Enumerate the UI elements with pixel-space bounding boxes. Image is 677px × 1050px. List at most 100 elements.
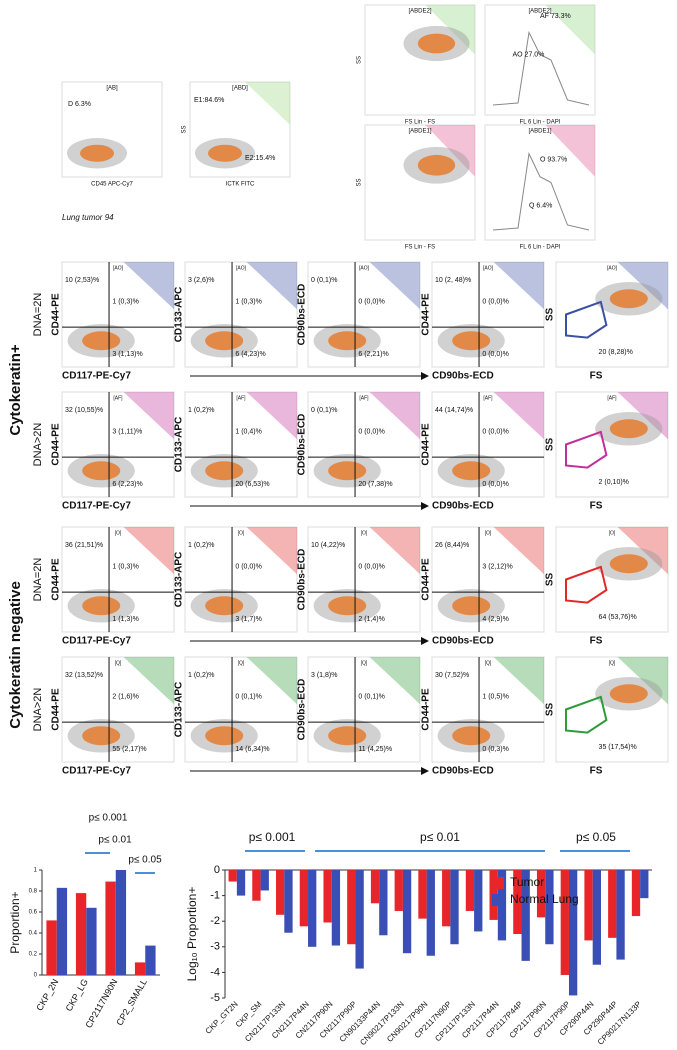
corner-shade (246, 527, 297, 575)
bar (236, 870, 246, 896)
gate-label: [Q] (361, 660, 368, 666)
quadrant-percent: 10 (2, 48)% (435, 277, 471, 284)
gate-label: [AF] (483, 395, 493, 401)
quadrant-percent: 1 (0,2)% (188, 542, 214, 549)
y-axis-label: SS (545, 573, 556, 587)
bar (616, 870, 625, 960)
events-dense (417, 33, 456, 54)
gate-label: [O] (609, 530, 616, 536)
y-axis-label: Proportion+ (8, 891, 22, 953)
significance: p≤ 0.01 (420, 830, 460, 844)
x-axis-label: CD90bs-ECD (432, 501, 494, 512)
corner-shade (617, 392, 668, 440)
gate-percent: O 93.7% (540, 156, 567, 163)
y-axis-label: SS (545, 703, 556, 717)
quadrant-percent: 3 (2,6)% (188, 277, 214, 284)
quadrant-percent: 1 (0,4)% (235, 429, 261, 436)
quadrant-percent: 0 (0,0)% (482, 351, 508, 358)
plot-frame (307, 656, 421, 763)
quadrant-percent: 6 (4,23)% (235, 351, 265, 358)
plot-frame (307, 261, 421, 368)
gate-percent: 2 (0,10)% (599, 479, 629, 486)
y-axis-label: CD90bs-ECD (297, 549, 308, 611)
plot-frame (189, 81, 291, 178)
bar (450, 870, 459, 945)
group-label: Cytokeratin+ (7, 344, 24, 436)
bar (134, 962, 146, 975)
bar (228, 870, 237, 882)
events-dense (82, 596, 121, 616)
bar (592, 870, 601, 965)
gate-label: [O] (115, 530, 122, 536)
events-dense (328, 726, 367, 746)
plot-frame (307, 391, 421, 498)
x-axis-label: CD45 APC-Cy7 (91, 182, 133, 188)
events-dense (205, 726, 244, 746)
y-tick-label: 0 (214, 864, 220, 876)
x-tick-label: CKP_LG (64, 977, 90, 1013)
events-dense (205, 461, 244, 481)
gate-percent: E2:15.4% (245, 155, 275, 162)
plot-frame (555, 526, 669, 633)
corner-shade (545, 125, 595, 177)
bar (347, 870, 356, 945)
quadrant-percent: 1 (0,3)% (112, 564, 138, 571)
quadrant-percent: 3 (1,13)% (112, 351, 142, 358)
plot-frame (431, 261, 545, 368)
y-axis-label: SS (357, 56, 363, 64)
bar (370, 870, 380, 904)
y-axis-label: CD44-PE (421, 423, 432, 466)
gate-label: [AO] (483, 265, 494, 271)
corner-shade (369, 527, 420, 575)
gate-label: [AF] (607, 395, 617, 401)
gate-label: [AO] (359, 265, 370, 271)
y-axis-label: SS (182, 125, 188, 133)
y-tick-label: 0.6 (29, 910, 38, 916)
quadrant-percent: 14 (6,34)% (235, 746, 269, 753)
events-dense (205, 596, 244, 616)
bar (56, 887, 68, 975)
row-label: DNA>2N (32, 423, 44, 467)
gate (565, 430, 608, 469)
significance: p≤ 0.01 (98, 835, 132, 846)
y-tick-label: 0.2 (29, 952, 38, 958)
bar (568, 870, 578, 996)
gate-label: [AB] (106, 86, 118, 92)
legend-label: Tumor (510, 875, 544, 889)
events-dense (82, 726, 121, 746)
quadrant-percent: 3 (1,11)% (112, 429, 142, 436)
gate-label: [AF] (113, 395, 123, 401)
y-tick-label: -4 (210, 966, 220, 978)
gate-label: [O] (361, 530, 368, 536)
quadrant-percent: 30 (7,52)% (435, 672, 469, 679)
plot-frame (61, 526, 175, 633)
x-axis-label: FS Lin - FS (405, 120, 435, 126)
legend-label: Normal Lung (510, 892, 579, 906)
plot-frame (184, 261, 298, 368)
legend-swatch (492, 894, 504, 906)
gate (565, 300, 608, 339)
corner-shade (369, 657, 420, 705)
corner-shade (246, 392, 297, 440)
y-axis-label: CD133-APC (174, 682, 185, 738)
quadrant-percent: 0 (0,0)% (482, 481, 508, 488)
quadrant-percent: 26 (8,44)% (435, 542, 469, 549)
y-axis-label: CD44-PE (421, 293, 432, 336)
plot-frame (555, 391, 669, 498)
plot-frame (364, 124, 476, 241)
plot-frame (61, 81, 163, 178)
quadrant-percent: 3 (1,8)% (311, 672, 337, 679)
events-dense (609, 289, 648, 309)
y-axis-label: CD133-APC (174, 417, 185, 473)
quadrant-percent: 32 (13,52)% (65, 672, 103, 679)
x-tick-label: CKP_2N (34, 977, 60, 1012)
events-dense (328, 596, 367, 616)
corner-shade (493, 657, 544, 705)
plot-frame (184, 526, 298, 633)
bar (379, 870, 388, 936)
gate-percent: AF 73.3% (540, 13, 571, 20)
corner-shade (425, 5, 475, 55)
y-axis-label: CD90bs-ECD (297, 284, 308, 346)
events-dense (208, 144, 242, 162)
